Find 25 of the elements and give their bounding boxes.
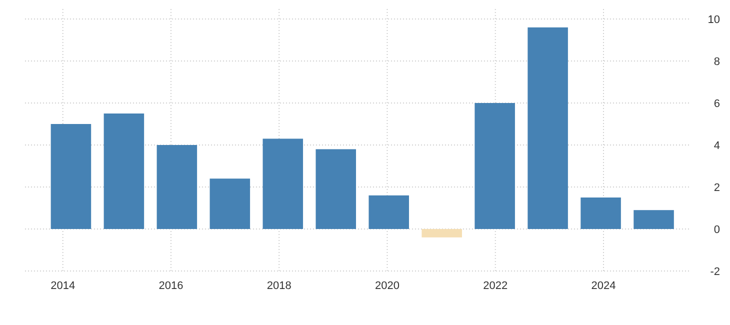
y-tick-label: 2	[714, 182, 720, 194]
bar	[368, 195, 409, 229]
bar	[634, 210, 674, 229]
bar	[316, 149, 356, 229]
bar	[50, 124, 92, 229]
x-tick-label: 2014	[50, 280, 76, 292]
bar	[210, 178, 250, 229]
x-tick-label: 2022	[483, 280, 508, 292]
y-tick-label: 0	[714, 224, 720, 236]
bar	[580, 198, 621, 229]
x-tick-label: 2024	[591, 280, 616, 292]
bar	[528, 27, 568, 229]
bar	[262, 138, 304, 229]
y-tick-label: 6	[714, 98, 720, 110]
bar	[422, 229, 462, 238]
x-tick-label: 2018	[266, 280, 292, 292]
bar	[156, 145, 198, 229]
y-tick-label: 8	[714, 56, 720, 68]
x-tick-label: 2020	[374, 280, 400, 292]
y-tick-label: 10	[708, 14, 720, 26]
bar	[104, 114, 144, 229]
y-tick-label: -2	[710, 266, 720, 278]
y-tick-label: 4	[714, 140, 720, 152]
x-tick-label: 2016	[158, 280, 184, 292]
bar	[474, 103, 515, 229]
